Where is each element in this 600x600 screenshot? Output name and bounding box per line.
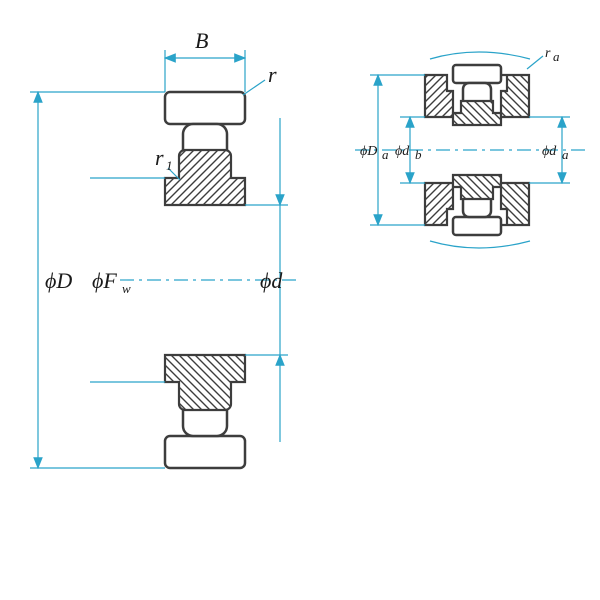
svg-text:ϕD: ϕD bbox=[360, 144, 377, 159]
label-r1: r 1 bbox=[155, 145, 173, 173]
inner-ring-bottom bbox=[165, 355, 245, 410]
svg-text:a: a bbox=[553, 49, 560, 64]
svg-text:a: a bbox=[382, 147, 389, 162]
label-B: B bbox=[195, 28, 208, 53]
right-lower bbox=[425, 175, 530, 248]
label-ra: r a bbox=[545, 46, 560, 64]
label-phidb: ϕd b bbox=[395, 144, 422, 162]
label-phiD: ϕD bbox=[45, 268, 72, 293]
svg-text:ϕd: ϕd bbox=[395, 144, 410, 159]
abutment-cross-section: r a ϕD a ϕd b ϕd a bbox=[355, 46, 585, 248]
outer-ring-bottom bbox=[165, 436, 245, 468]
right-upper bbox=[425, 52, 530, 125]
outer-ring-top bbox=[165, 92, 245, 124]
main-cross-section: B r r 1 ϕD ϕF w ϕd bbox=[30, 28, 300, 468]
label-r: r bbox=[268, 62, 277, 87]
label-phiDa: ϕD a bbox=[360, 144, 389, 162]
svg-text:w: w bbox=[122, 281, 131, 296]
svg-text:1: 1 bbox=[166, 158, 173, 173]
svg-text:a: a bbox=[562, 147, 569, 162]
svg-text:ϕd: ϕd bbox=[542, 144, 557, 159]
svg-text:r: r bbox=[545, 46, 551, 61]
svg-text:ϕF: ϕF bbox=[92, 268, 117, 293]
svg-text:b: b bbox=[415, 147, 422, 162]
label-phid: ϕd bbox=[260, 268, 283, 293]
label-phiFw: ϕF w bbox=[92, 268, 131, 296]
label-phida: ϕd a bbox=[542, 144, 569, 162]
svg-text:r: r bbox=[155, 145, 164, 170]
